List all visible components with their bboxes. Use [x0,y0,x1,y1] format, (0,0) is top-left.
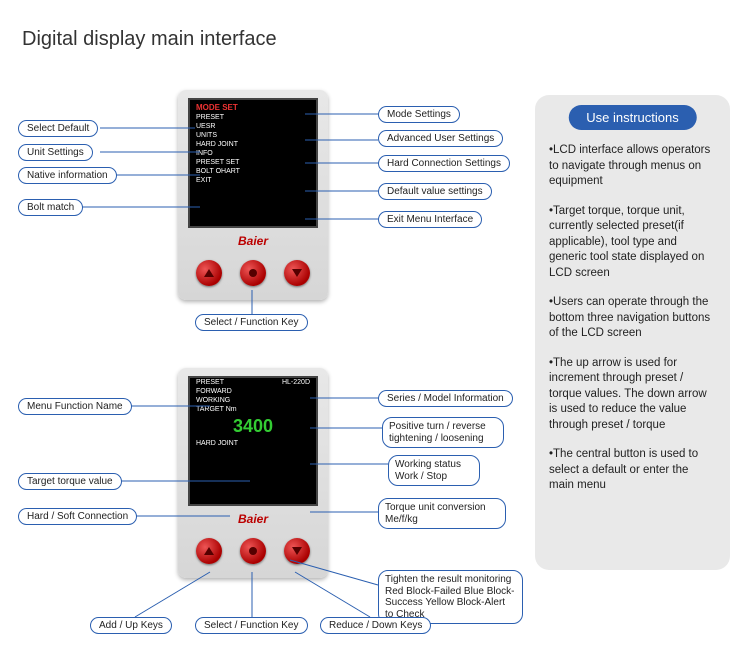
device-top: MODE SET PRESETUESRUNITSHARD JOINTINFOPR… [178,90,328,300]
device-bottom-screen: PRESETHL-220DFORWARDWORKINGTARGET Nm 340… [188,376,318,506]
instruction-item: •LCD interface allows operators to navig… [549,143,716,190]
instruction-item: •The up arrow is used for increment thro… [549,356,716,434]
menu-item: HARD JOINT [190,140,316,149]
up-button[interactable] [196,538,222,564]
menu-item: PRESET [190,113,316,122]
callout-pos-rev-turn: Positive turn / reverse tightening / loo… [382,417,504,448]
callout-bolt-match: Bolt match [18,199,83,216]
callout-add-up-keys: Add / Up Keys [90,617,172,634]
page-title: Digital display main interface [22,28,277,51]
callout-hard-soft-conn: Hard / Soft Connection [18,508,137,525]
down-button[interactable] [284,538,310,564]
callout-reduce-down-keys: Reduce / Down Keys [320,617,431,634]
callout-target-torque: Target torque value [18,473,122,490]
down-button[interactable] [284,260,310,286]
status-row: TARGET Nm [190,405,316,414]
instructions-header: Use instructions [568,105,696,130]
up-button[interactable] [196,260,222,286]
callout-native-info: Native information [18,167,117,184]
select-button[interactable] [240,260,266,286]
instructions-panel: Use instructions •LCD interface allows o… [535,95,730,570]
callout-series-model: Series / Model Information [378,390,513,407]
callout-hard-conn-settings: Hard Connection Settings [378,155,510,172]
instructions-body: •LCD interface allows operators to navig… [549,143,716,508]
callout-tighten-result: Tighten the result monitoring Red Block-… [378,570,523,624]
screen-header: MODE SET [190,100,316,113]
menu-item: UNITS [190,131,316,140]
button-row [178,538,328,564]
callout-default-val-settings: Default value settings [378,183,492,200]
brand-label: Baier [178,234,328,248]
select-button[interactable] [240,538,266,564]
callout-torque-unit-conv: Torque unit conversion Me/f/kg [378,498,506,529]
callout-menu-fn-name: Menu Function Name [18,398,132,415]
callout-working-status: Working status Work / Stop [388,455,480,486]
callout-unit-settings: Unit Settings [18,144,93,161]
instruction-item: •The central button is used to select a … [549,447,716,494]
big-value: 3400 [190,414,316,439]
callout-adv-user-settings: Advanced User Settings [378,130,503,147]
button-row [178,260,328,286]
callout-select-fn-key-1: Select / Function Key [195,314,308,331]
callout-mode-settings: Mode Settings [378,106,460,123]
instruction-item: •Target torque, torque unit, currently s… [549,204,716,282]
bottom-row: HARD JOINT [190,439,316,448]
callout-select-fn-key-2: Select / Function Key [195,617,308,634]
menu-item: UESR [190,122,316,131]
brand-label: Baier [178,512,328,526]
status-row: PRESETHL-220D [190,378,316,387]
menu-item: EXIT [190,176,316,185]
status-row: WORKING [190,396,316,405]
device-bottom: PRESETHL-220DFORWARDWORKINGTARGET Nm 340… [178,368,328,578]
menu-item: INFO [190,149,316,158]
callout-select-default: Select Default [18,120,98,137]
menu-item: PRESET SET [190,158,316,167]
status-row: FORWARD [190,387,316,396]
callout-exit-menu: Exit Menu Interface [378,211,482,228]
device-top-screen: MODE SET PRESETUESRUNITSHARD JOINTINFOPR… [188,98,318,228]
menu-item: BOLT OHART [190,167,316,176]
instruction-item: •Users can operate through the bottom th… [549,295,716,342]
